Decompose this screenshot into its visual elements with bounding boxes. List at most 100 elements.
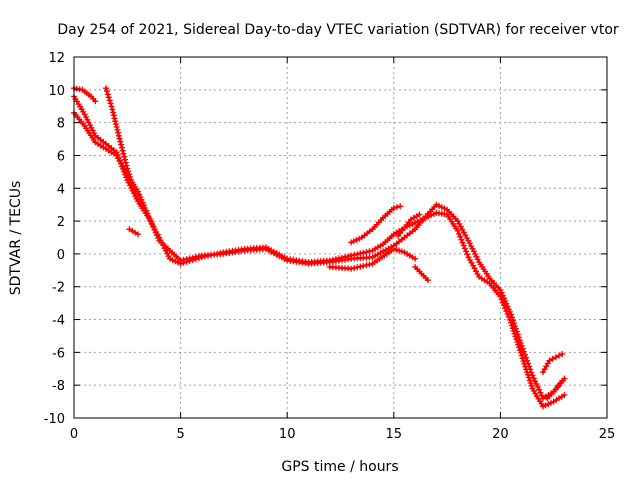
plot-frame (73, 56, 608, 419)
grid-lines (74, 57, 607, 418)
y-tick-label: -10 (44, 412, 65, 427)
data-point (106, 97, 113, 104)
data-point (506, 308, 513, 315)
data-point (390, 205, 397, 211)
data-point (103, 85, 109, 92)
data-point (460, 242, 467, 249)
series-satellite-track-k (126, 226, 141, 238)
series-satellite-track-j (544, 375, 568, 402)
data-point (357, 263, 364, 270)
data-point (549, 355, 556, 362)
data-point (121, 153, 128, 160)
data-point (520, 348, 527, 355)
data-point (124, 165, 131, 172)
y-tick-label: 8 (57, 117, 65, 132)
data-point (511, 320, 517, 327)
data-point (457, 233, 464, 240)
data-point (534, 383, 541, 390)
data-point (137, 194, 144, 200)
data-point (533, 381, 540, 387)
data-point (396, 247, 403, 254)
data-point (511, 323, 518, 329)
series-satellite-track-h (412, 264, 431, 284)
data-point (525, 374, 532, 381)
data-point (366, 248, 373, 255)
x-tick-label: 5 (176, 427, 184, 442)
data-point (363, 249, 370, 255)
data-point (441, 205, 448, 212)
data-point (468, 243, 475, 250)
data-point (128, 176, 134, 183)
data-point (525, 360, 532, 367)
data-point (351, 265, 358, 271)
data-point (559, 351, 566, 357)
data-point (518, 342, 525, 349)
y-tick-label: -8 (52, 379, 65, 394)
data-point (505, 306, 512, 313)
data-point (139, 199, 146, 206)
data-point (412, 219, 419, 226)
data-point (138, 196, 145, 203)
data-point (110, 109, 117, 116)
data-point (129, 182, 136, 189)
series-line (128, 228, 140, 236)
data-point (504, 303, 511, 310)
y-tick-label: -6 (52, 346, 65, 361)
data-point (517, 349, 524, 356)
data-point (152, 229, 159, 236)
data-point (499, 292, 506, 299)
data-point (454, 227, 461, 234)
data-point (463, 248, 470, 255)
data-point (180, 256, 187, 263)
data-point (151, 226, 158, 233)
data-point (390, 246, 397, 252)
data-point (112, 118, 119, 125)
data-point (510, 317, 516, 324)
data-point (363, 262, 370, 269)
data-point (514, 331, 521, 338)
data-point (144, 210, 151, 217)
data-point (528, 369, 535, 376)
data-point (556, 352, 562, 359)
data-point (92, 98, 99, 105)
y-axis-label: SDTVAR / TECUs (8, 181, 24, 296)
axis-ticks: 0 5 10 15 20 25 -10 -8 -6 -4 -2 0 2 4 6 8 10 12 (44, 51, 616, 442)
data-point (366, 261, 373, 268)
data-point (109, 106, 116, 113)
data-point (166, 255, 173, 262)
data-point (548, 399, 554, 406)
data-point (398, 248, 405, 255)
data-point (523, 354, 529, 361)
data-point (133, 193, 140, 200)
data-point (501, 295, 507, 302)
x-tick-label: 25 (599, 427, 616, 442)
data-point (122, 159, 129, 166)
data-point (189, 254, 196, 261)
data-point (546, 357, 553, 364)
data-point (394, 204, 400, 211)
data-point (521, 351, 528, 358)
data-point (508, 311, 515, 318)
series-satellite-track-a (71, 93, 568, 410)
data-point (120, 150, 127, 157)
data-point (348, 265, 355, 272)
series-line (72, 95, 566, 408)
data-point (470, 248, 477, 255)
data-point (527, 366, 534, 373)
chart-title: Day 254 of 2021, Sidereal Day-to-day VTE… (57, 22, 619, 38)
data-point (115, 129, 122, 136)
data-point (149, 221, 156, 228)
data-point (502, 297, 509, 304)
data-point (461, 245, 468, 252)
data-point (155, 235, 162, 241)
data-point (108, 103, 115, 110)
data-point (123, 162, 130, 169)
data-point (153, 232, 160, 239)
y-tick-label: 4 (57, 182, 65, 197)
y-tick-label: -2 (52, 281, 65, 296)
data-point (459, 239, 466, 246)
data-point (561, 392, 568, 398)
data-point (519, 345, 526, 352)
data-point (146, 215, 153, 222)
data-point (540, 403, 546, 410)
